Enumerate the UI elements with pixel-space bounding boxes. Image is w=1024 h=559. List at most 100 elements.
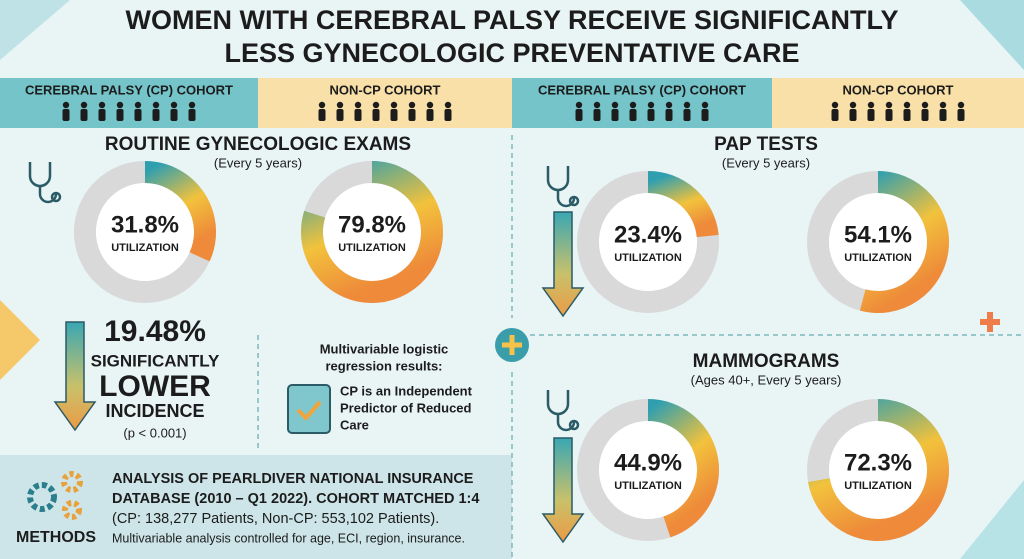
- person-icon: [957, 101, 965, 109]
- person-icon: [98, 101, 106, 109]
- person-icon: [593, 101, 601, 109]
- donut-value: 44.9%: [614, 449, 682, 476]
- donut-center: [599, 421, 697, 519]
- difference-text: LOWER: [99, 370, 211, 403]
- person-icon: [80, 101, 88, 109]
- methods-label: METHODS: [16, 529, 96, 546]
- donut-caption: UTILIZATION: [844, 480, 912, 492]
- cohort-header: CEREBRAL PALSY (CP) COHORT: [538, 82, 746, 97]
- title: LESS GYNECOLOGIC PREVENTATIVE CARE: [224, 38, 799, 68]
- person-icon: [444, 109, 452, 121]
- person-icon: [849, 101, 857, 109]
- person-icon: [885, 101, 893, 109]
- person-icon: [444, 101, 452, 109]
- person-icon: [831, 109, 839, 121]
- regression-text: CP is an Independent: [340, 383, 473, 398]
- person-icon: [939, 101, 947, 109]
- person-icon: [318, 101, 326, 109]
- decor: [0, 300, 40, 380]
- person-icon: [903, 109, 911, 121]
- person-icon: [939, 109, 947, 121]
- person-icon: [152, 101, 160, 109]
- decor: [960, 480, 1024, 559]
- donut-center: [829, 193, 927, 291]
- down-arrow: [541, 211, 585, 318]
- person-icon: [336, 109, 344, 121]
- donut-arc: [859, 171, 949, 313]
- section-title: PAP TESTS: [714, 134, 818, 155]
- person-icon: [683, 101, 691, 109]
- clipboard-icon: [287, 384, 331, 434]
- person-icon: [354, 109, 362, 121]
- person-icon: [62, 109, 70, 121]
- donut-value: 23.4%: [614, 221, 682, 248]
- difference-text: INCIDENCE: [105, 401, 204, 421]
- person-icon: [921, 101, 929, 109]
- person-icon: [116, 109, 124, 121]
- regression-text: Care: [340, 417, 369, 432]
- person-icon: [849, 109, 857, 121]
- difference-value: 19.48%: [104, 315, 206, 348]
- methods-text: ANALYSIS OF PEARLDIVER NATIONAL INSURANC…: [112, 471, 474, 487]
- person-icon: [683, 109, 691, 121]
- regression-heading: regression results:: [325, 358, 442, 373]
- person-icon: [426, 101, 434, 109]
- section-subtitle: (Every 5 years): [214, 155, 302, 170]
- donut-center: [599, 193, 697, 291]
- person-icon: [170, 109, 178, 121]
- donut-value: 72.3%: [844, 449, 912, 476]
- person-icon: [867, 101, 875, 109]
- gears-icon: [27, 471, 83, 520]
- regression-text: Predictor of Reduced: [340, 400, 472, 415]
- methods-text: Multivariable analysis controlled for ag…: [112, 531, 465, 545]
- donut-center: [829, 421, 927, 519]
- regression-heading: Multivariable logistic: [320, 341, 449, 356]
- person-icon: [647, 109, 655, 121]
- decor: [960, 0, 1024, 70]
- person-icon: [575, 101, 583, 109]
- section-title: ROUTINE GYNECOLOGIC EXAMS: [105, 134, 411, 155]
- person-icon: [593, 109, 601, 121]
- donut-caption: UTILIZATION: [614, 480, 682, 492]
- header-bar: [772, 78, 1024, 128]
- down-arrow: [53, 321, 97, 432]
- donut-value: 79.8%: [338, 211, 406, 238]
- person-icon: [426, 109, 434, 121]
- person-icon: [318, 109, 326, 121]
- donut-caption: UTILIZATION: [844, 252, 912, 264]
- person-icon: [408, 101, 416, 109]
- person-icon: [611, 101, 619, 109]
- person-icon: [575, 109, 583, 121]
- cohort-header: NON-CP COHORT: [330, 82, 441, 97]
- dividers: [257, 135, 1024, 559]
- title: WOMEN WITH CEREBRAL PALSY RECEIVE SIGNIF…: [125, 5, 898, 35]
- person-icon: [134, 109, 142, 121]
- donut-arc: [647, 399, 719, 538]
- donut-caption: UTILIZATION: [614, 252, 682, 264]
- donut-center: [323, 183, 421, 281]
- person-icon: [867, 109, 875, 121]
- cohort-header: CEREBRAL PALSY (CP) COHORT: [25, 82, 233, 97]
- header-bar: [512, 78, 772, 128]
- person-icon: [921, 109, 929, 121]
- person-icon: [629, 101, 637, 109]
- person-icon: [665, 109, 673, 121]
- plus-icon: [502, 335, 522, 355]
- person-icon: [152, 109, 160, 121]
- donut-arc: [144, 161, 216, 262]
- person-icon: [80, 109, 88, 121]
- person-icon: [831, 101, 839, 109]
- person-icon: [665, 101, 673, 109]
- person-icon: [336, 101, 344, 109]
- person-icon: [390, 109, 398, 121]
- person-icon: [629, 109, 637, 121]
- person-icon: [903, 101, 911, 109]
- person-icon: [611, 109, 619, 121]
- section-subtitle: (Ages 40+, Every 5 years): [691, 372, 842, 387]
- down-arrow: [541, 437, 585, 544]
- person-icon: [390, 101, 398, 109]
- methods-text: DATABASE (2010 – Q1 2022). COHORT MATCHE…: [112, 491, 479, 507]
- person-icon: [372, 109, 380, 121]
- header-bar: [0, 78, 258, 128]
